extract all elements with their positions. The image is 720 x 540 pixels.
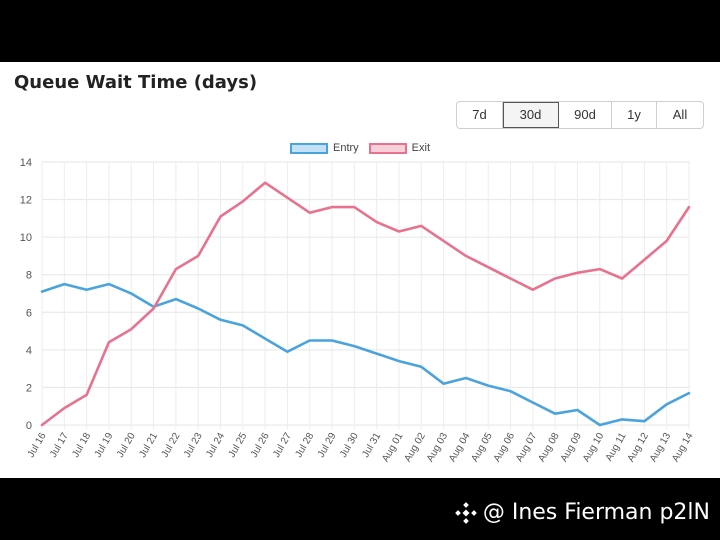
- legend-label-exit: Exit: [411, 142, 431, 154]
- y-tick-label: 6: [26, 307, 32, 319]
- x-tick-label: Jul 25: [227, 431, 250, 460]
- legend-item-entry[interactable]: Entry: [289, 142, 359, 154]
- chart-legend: Entry Exit: [0, 139, 720, 157]
- range-button-7d[interactable]: 7d: [457, 102, 503, 128]
- x-tick-label: Jul 20: [115, 431, 138, 460]
- x-tick-label: Jul 16: [26, 431, 49, 460]
- time-range-selector: 7d 30d 90d 1y All: [456, 101, 704, 129]
- x-tick-label: Jul 18: [70, 431, 93, 460]
- y-tick-label: 4: [26, 345, 32, 357]
- y-tick-label: 8: [26, 270, 32, 282]
- x-tick-label: Jul 22: [160, 431, 183, 460]
- x-tick-label: Jul 24: [204, 431, 227, 460]
- x-tick-label: Jul 21: [137, 431, 160, 460]
- legend-label-entry: Entry: [332, 142, 359, 154]
- x-tick-label: Jul 30: [338, 431, 361, 460]
- x-tick-label: Jul 23: [182, 431, 205, 460]
- series-line-exit: [40, 181, 691, 427]
- y-tick-label: 2: [26, 382, 32, 394]
- x-tick-label: Jul 27: [271, 431, 294, 460]
- watermark: @ Ines Fierman p2lN: [455, 500, 710, 525]
- y-tick-label: 0: [26, 420, 32, 432]
- y-tick-label: 12: [20, 195, 32, 207]
- x-tick-label: Jul 19: [93, 431, 116, 460]
- x-tick-label: Jul 17: [48, 431, 71, 460]
- y-tick-label: 10: [20, 232, 32, 244]
- x-tick-label: Jul 29: [316, 431, 339, 460]
- x-tick-label: Aug 10: [581, 431, 607, 464]
- range-button-30d[interactable]: 30d: [503, 102, 559, 128]
- range-button-1y[interactable]: 1y: [612, 102, 657, 128]
- legend-item-exit[interactable]: Exit: [368, 142, 431, 154]
- y-tick-label: 14: [20, 157, 32, 169]
- x-tick-label: Aug 14: [670, 431, 696, 464]
- x-tick-label: Jul 31: [360, 431, 383, 460]
- series-line-entry: [40, 282, 691, 427]
- legend-swatch-exit: [368, 142, 407, 154]
- range-button-all[interactable]: All: [672, 107, 688, 122]
- range-button-90d[interactable]: 90d: [559, 102, 612, 128]
- legend-swatch-entry: [289, 142, 328, 154]
- watermark-text: @ Ines Fierman p2lN: [482, 500, 710, 525]
- diamond-logo-icon: [455, 501, 477, 524]
- x-tick-label: Jul 26: [249, 431, 272, 460]
- chart-title: Queue Wait Time (days): [14, 72, 258, 93]
- x-tick-label: Jul 28: [293, 431, 316, 460]
